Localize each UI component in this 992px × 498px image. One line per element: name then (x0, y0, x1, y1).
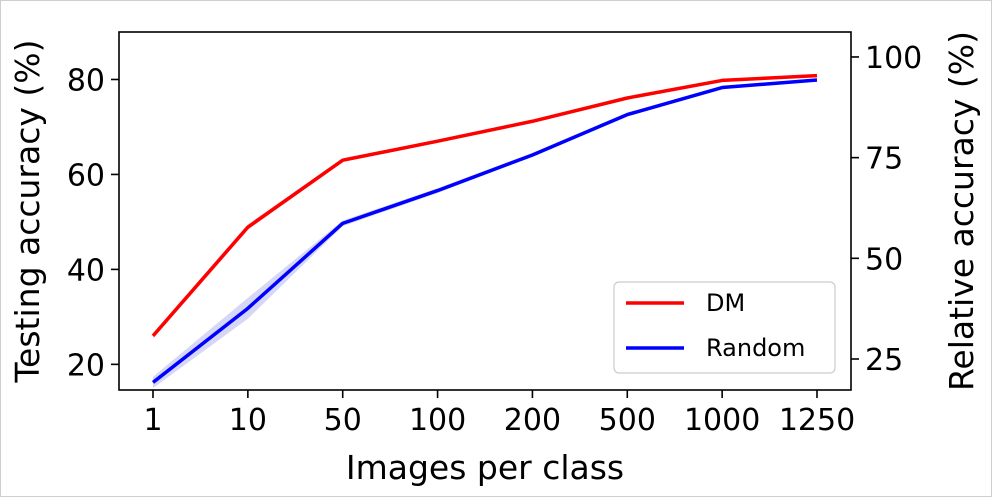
y-axis-right-ticks: 25 50 75 100 (851, 41, 922, 378)
x-tick-label: 1000 (684, 403, 760, 438)
x-tick-label: 10 (229, 403, 267, 438)
series-line-dm (151, 73, 818, 338)
y-right-tick-label: 50 (865, 242, 903, 277)
x-tick-label: 200 (504, 403, 561, 438)
y-axis-left-ticks: 20 40 60 80 (67, 63, 119, 383)
x-axis-label: Images per class (346, 448, 624, 487)
y-tick-label: 20 (67, 348, 105, 383)
x-tick-label: 50 (324, 403, 362, 438)
y-axis-right-label: Relative accuracy (%) (942, 31, 981, 391)
legend: DM Random (613, 281, 836, 374)
x-tick-label: 100 (409, 403, 466, 438)
y-tick-label: 80 (67, 63, 105, 98)
x-tick-label: 1 (143, 403, 162, 438)
x-tick-label: 1250 (779, 403, 855, 438)
y-right-tick-label: 25 (865, 343, 903, 378)
x-axis-ticks: 1 10 50 100 200 500 1000 1250 (143, 390, 855, 438)
series-line-random (151, 78, 818, 384)
axes (118, 31, 852, 391)
legend-label-dm: DM (706, 289, 745, 317)
x-tick-label: 500 (599, 403, 656, 438)
y-tick-label: 60 (67, 158, 105, 193)
y-right-tick-label: 75 (865, 142, 903, 177)
y-tick-label: 40 (67, 253, 105, 288)
legend-label-random: Random (706, 334, 805, 362)
series-lines (151, 73, 818, 384)
plot-area-border (118, 31, 852, 391)
y-axis-label: Testing accuracy (%) (8, 40, 47, 384)
y-right-tick-label: 100 (865, 41, 922, 76)
